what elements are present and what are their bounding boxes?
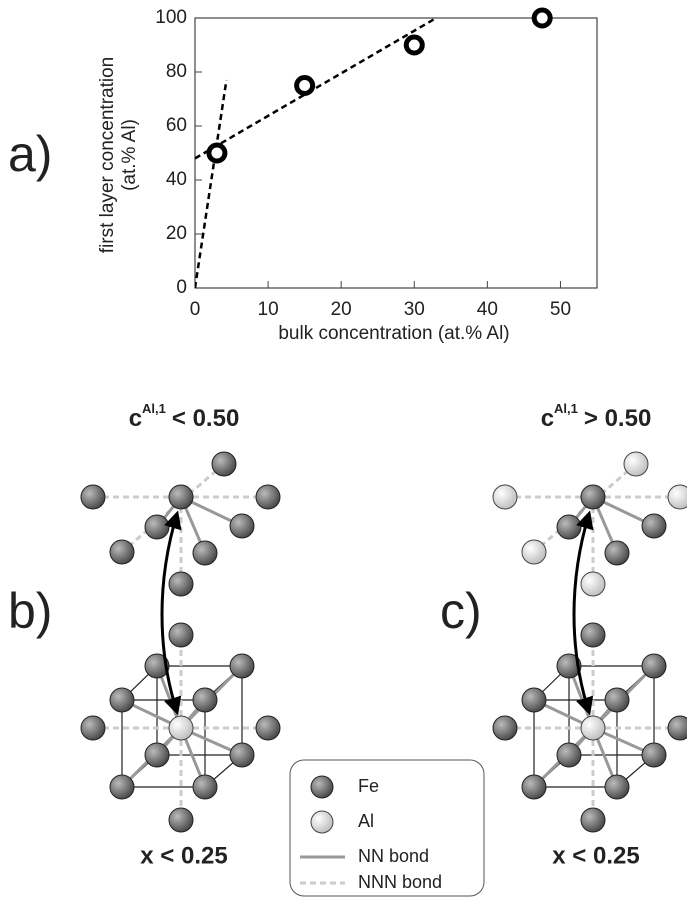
fit-line xyxy=(195,79,228,288)
al-atom xyxy=(623,451,649,477)
al-atom xyxy=(580,571,606,597)
fe-atom xyxy=(641,742,667,768)
al-atom xyxy=(168,715,194,741)
x-axis-label: bulk concentration (at.% Al) xyxy=(278,323,509,344)
fe-atom xyxy=(667,715,687,741)
y-tick-label: 60 xyxy=(166,115,187,136)
fe-atom xyxy=(580,807,606,833)
fe-atom xyxy=(229,653,255,679)
al-atom xyxy=(521,539,547,565)
point xyxy=(531,7,553,29)
nnn-bond xyxy=(533,462,637,554)
legend-label: NN bond xyxy=(358,846,429,866)
fe-atom xyxy=(109,774,135,800)
fe-atom xyxy=(604,774,630,800)
fe-atom xyxy=(211,451,237,477)
x-tick-label: 50 xyxy=(550,299,571,320)
legend-label: Al xyxy=(358,811,374,831)
title-part: c xyxy=(129,405,142,432)
legend-al xyxy=(310,810,334,834)
point xyxy=(403,34,425,56)
al-atom xyxy=(580,715,606,741)
y-tick-label: 0 xyxy=(176,277,187,298)
x-tick-label: 10 xyxy=(258,299,279,320)
x-tick-label: 30 xyxy=(404,299,425,320)
y-tick-label: 40 xyxy=(166,169,187,190)
title-part: Al,1 xyxy=(554,401,578,416)
point xyxy=(206,142,228,164)
legend-fe xyxy=(310,775,334,799)
fe-atom xyxy=(192,687,218,713)
fe-atom xyxy=(80,484,106,510)
x-tick-label: 0 xyxy=(190,299,201,320)
exchange-arrow xyxy=(160,510,182,716)
panel-label: c) xyxy=(440,583,482,639)
fe-atom xyxy=(255,715,281,741)
panel-label: b) xyxy=(8,583,52,639)
fit-line xyxy=(195,18,437,160)
legend-box xyxy=(289,759,485,897)
fe-atom xyxy=(168,807,194,833)
fe-atom xyxy=(144,742,170,768)
title-part: < 0.50 xyxy=(172,405,239,432)
diagram-title: cAl,1 > 0.50 xyxy=(541,401,652,432)
title-part: Al,1 xyxy=(142,401,166,416)
fe-atom xyxy=(521,774,547,800)
fe-atom xyxy=(80,715,106,741)
diagram-title: cAl,1 < 0.50 xyxy=(129,401,240,432)
fe-atom xyxy=(229,742,255,768)
plot-area xyxy=(195,7,553,288)
fe-atom xyxy=(168,622,194,648)
panel-label: a) xyxy=(8,126,52,182)
plot-frame xyxy=(194,17,598,289)
fe-atom xyxy=(492,715,518,741)
fe-atom xyxy=(168,484,194,510)
fe-atom xyxy=(255,484,281,510)
y-axis-label: (at.% Al) xyxy=(119,119,140,191)
al-atom xyxy=(667,484,687,510)
fe-atom xyxy=(521,687,547,713)
fe-atom xyxy=(580,622,606,648)
y-tick-label: 100 xyxy=(155,7,187,28)
diagram-caption: x < 0.25 xyxy=(552,842,639,869)
diagram-caption: x < 0.25 xyxy=(140,842,227,869)
fe-atom xyxy=(168,571,194,597)
fe-atom xyxy=(192,540,218,566)
point xyxy=(294,75,316,96)
fe-atom xyxy=(109,687,135,713)
fe-atom xyxy=(556,742,582,768)
y-tick-label: 20 xyxy=(166,223,187,244)
fe-atom xyxy=(144,514,170,540)
fe-atom xyxy=(109,539,135,565)
fe-atom xyxy=(229,513,255,539)
x-tick-label: 20 xyxy=(331,299,352,320)
nnn-bond xyxy=(121,462,225,554)
fe-atom xyxy=(580,484,606,510)
fe-atom xyxy=(556,514,582,540)
y-tick-label: 80 xyxy=(166,61,187,82)
title-part: > 0.50 xyxy=(584,405,651,432)
legend-label: NNN bond xyxy=(358,872,442,892)
fe-atom xyxy=(192,774,218,800)
y-axis-label: first layer concentration xyxy=(97,57,118,253)
title-part: c xyxy=(541,405,554,432)
fe-atom xyxy=(641,653,667,679)
exchange-arrow xyxy=(572,510,594,716)
fe-atom xyxy=(604,687,630,713)
al-atom xyxy=(492,484,518,510)
fe-atom xyxy=(604,540,630,566)
legend-label: Fe xyxy=(358,776,379,796)
fe-atom xyxy=(641,513,667,539)
x-tick-label: 40 xyxy=(477,299,498,320)
